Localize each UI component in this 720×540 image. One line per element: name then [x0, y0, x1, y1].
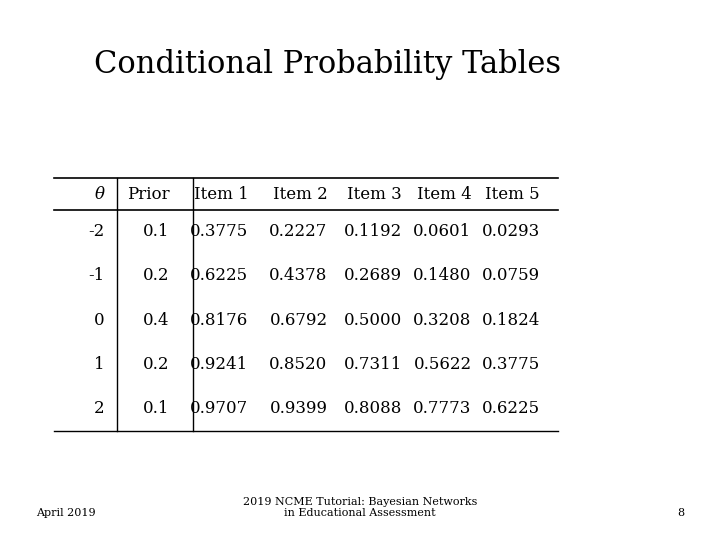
Text: 2019 NCME Tutorial: Bayesian Networks
in Educational Assessment: 2019 NCME Tutorial: Bayesian Networks in…: [243, 497, 477, 518]
Text: 0.3208: 0.3208: [413, 312, 472, 329]
Text: Item 2: Item 2: [273, 186, 328, 203]
Text: 0.6792: 0.6792: [269, 312, 328, 329]
Text: 0.1: 0.1: [143, 223, 169, 240]
Text: 0: 0: [94, 312, 104, 329]
Text: Conditional Probability Tables: Conditional Probability Tables: [94, 49, 561, 79]
Text: 0.1192: 0.1192: [343, 223, 402, 240]
Text: 0.9241: 0.9241: [190, 356, 248, 373]
Text: 0.8176: 0.8176: [190, 312, 248, 329]
Text: θ: θ: [94, 186, 104, 203]
Text: 0.8088: 0.8088: [343, 400, 402, 417]
Text: 0.2227: 0.2227: [269, 223, 328, 240]
Text: 0.5000: 0.5000: [343, 312, 402, 329]
Text: 0.7311: 0.7311: [343, 356, 402, 373]
Text: April 2019: April 2019: [36, 508, 96, 518]
Text: 0.2: 0.2: [143, 356, 169, 373]
Text: 0.1824: 0.1824: [482, 312, 540, 329]
Text: 0.8520: 0.8520: [269, 356, 328, 373]
Text: 0.1: 0.1: [143, 400, 169, 417]
Text: 0.0759: 0.0759: [482, 267, 540, 285]
Text: 0.4378: 0.4378: [269, 267, 328, 285]
Text: 8: 8: [677, 508, 684, 518]
Text: Item 3: Item 3: [347, 186, 402, 203]
Text: 0.4: 0.4: [143, 312, 169, 329]
Text: Prior: Prior: [127, 186, 169, 203]
Text: 0.0601: 0.0601: [413, 223, 472, 240]
Text: Item 1: Item 1: [194, 186, 248, 203]
Text: 0.2689: 0.2689: [343, 267, 402, 285]
Text: -1: -1: [88, 267, 104, 285]
Text: Item 4: Item 4: [417, 186, 472, 203]
Text: 0.9707: 0.9707: [190, 400, 248, 417]
Text: 0.1480: 0.1480: [413, 267, 472, 285]
Text: Item 5: Item 5: [485, 186, 540, 203]
Text: 0.6225: 0.6225: [482, 400, 540, 417]
Text: -2: -2: [88, 223, 104, 240]
Text: 0.2: 0.2: [143, 267, 169, 285]
Text: 0.7773: 0.7773: [413, 400, 472, 417]
Text: 0.6225: 0.6225: [190, 267, 248, 285]
Text: 2: 2: [94, 400, 104, 417]
Text: 0.5622: 0.5622: [413, 356, 472, 373]
Text: 0.9399: 0.9399: [269, 400, 328, 417]
Text: 1: 1: [94, 356, 104, 373]
Text: 0.3775: 0.3775: [482, 356, 540, 373]
Text: 0.0293: 0.0293: [482, 223, 540, 240]
Text: 0.3775: 0.3775: [190, 223, 248, 240]
